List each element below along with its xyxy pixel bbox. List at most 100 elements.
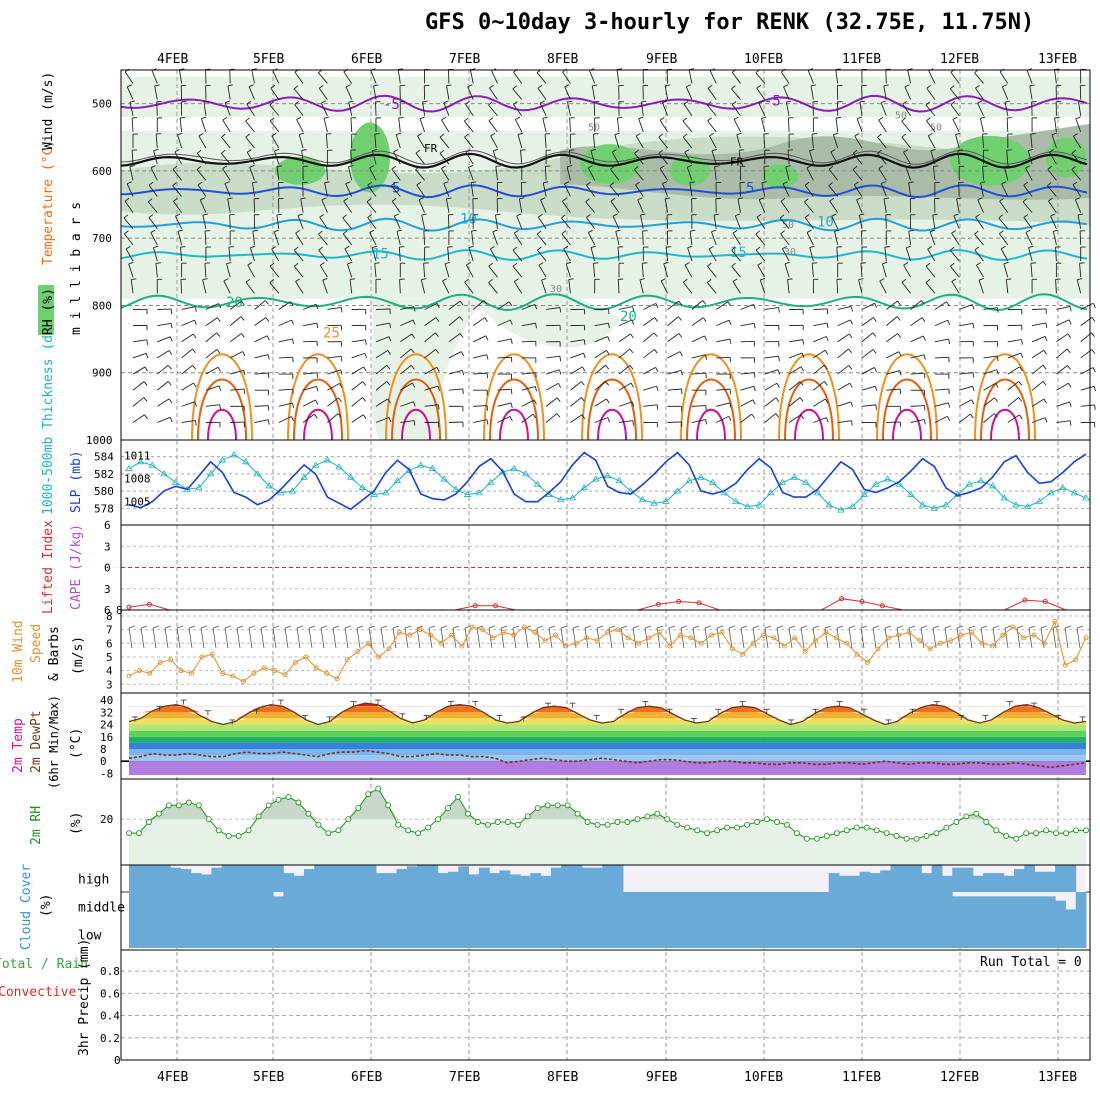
- thickness-point: [125, 464, 133, 472]
- wind-barb: [203, 101, 207, 116]
- surface-wind-barb: [152, 627, 157, 649]
- wind-barb: [1031, 349, 1045, 359]
- surface-wind-barb-flag: [536, 625, 544, 629]
- wind-barb-flag: [1091, 317, 1096, 322]
- wind-barb-flag: [659, 117, 665, 121]
- wind-barb: [249, 167, 255, 181]
- surface-wind-barb-flag: [1064, 625, 1072, 629]
- wind-barb: [617, 247, 620, 262]
- wind-barb-flag: [323, 116, 329, 119]
- wind-barb-flag: [563, 245, 569, 250]
- wind-barb: [448, 333, 461, 343]
- wind-barb-flag: [535, 323, 537, 329]
- wind-barb: [181, 333, 194, 343]
- wind-barb: [1077, 214, 1082, 229]
- thickness-point: [370, 490, 378, 497]
- wind-barb: [516, 215, 523, 229]
- wind-barb: [424, 303, 438, 310]
- cloud-bar: [149, 865, 161, 892]
- wind-barb: [955, 134, 960, 149]
- wind-barb: [784, 263, 790, 278]
- wind-barb: [610, 200, 620, 213]
- wind-barb: [828, 168, 839, 181]
- rh2m-point: [285, 793, 292, 800]
- wind-barb-flag: [761, 116, 767, 119]
- wind-barb-flag: [295, 230, 301, 234]
- cloud-bar: [643, 892, 655, 921]
- surface-wind-barb-flag: [944, 625, 952, 629]
- contour-35: [696, 408, 726, 441]
- wind-barb-flag: [490, 132, 496, 137]
- wind-barb-flag: [200, 197, 205, 201]
- thickness-point: [323, 456, 332, 463]
- contour-35: [892, 408, 922, 441]
- wind-barb-flag: [711, 229, 717, 233]
- wind-barb: [1056, 382, 1069, 391]
- wind-barb-flag: [467, 84, 473, 88]
- wind-point: [729, 646, 735, 652]
- cloud-bar: [972, 896, 984, 921]
- wind-barb: [132, 366, 146, 375]
- wind-barb: [858, 214, 863, 229]
- wind-barb-flag: [271, 246, 277, 250]
- wind-barb-flag: [226, 261, 232, 265]
- wind-barb-flag: [510, 402, 513, 408]
- cloud-bar: [880, 892, 891, 921]
- wind-barb-flag: [727, 301, 732, 307]
- rh2m-point: [534, 805, 541, 812]
- wind-barb: [813, 364, 825, 375]
- wind-barb-flag: [265, 317, 270, 322]
- wind-barb: [497, 301, 510, 310]
- wind-barb-flag: [660, 278, 666, 282]
- wind-point: [823, 629, 829, 635]
- wind-point: [355, 649, 361, 654]
- wind-barb-flag: [662, 100, 668, 104]
- wind-barb-flag: [922, 335, 926, 341]
- cloud-bar: [293, 892, 305, 921]
- wind-barb: [686, 166, 693, 181]
- surface-wind-barb: [860, 627, 865, 649]
- wind-barb-flag: [903, 262, 909, 266]
- wind-barb-flag: [800, 366, 805, 372]
- rh2m-point: [494, 819, 501, 825]
- wind-barb: [540, 199, 547, 213]
- wind-barb-flag: [436, 303, 440, 309]
- wind-barb-flag: [421, 278, 427, 281]
- thickness-point: [568, 494, 577, 501]
- wind-barb: [269, 265, 280, 278]
- wind-barb-flag: [154, 84, 160, 87]
- wind-barb-flag: [245, 278, 251, 283]
- wind-barb: [229, 351, 243, 359]
- wind-barb: [813, 417, 827, 423]
- wind-barb-flag: [583, 353, 586, 359]
- cloud-bar: [859, 921, 871, 948]
- wind-barb: [180, 247, 183, 262]
- rh-axis-label: RH (%): [41, 288, 56, 335]
- cloud-bar: [952, 921, 964, 948]
- wind-point: [365, 640, 371, 646]
- surface-wind-barb: [260, 627, 265, 649]
- wind-barb-flag: [340, 307, 343, 313]
- rh2m-point: [275, 796, 282, 803]
- wind-barb-flag: [509, 319, 513, 325]
- cloud-bar: [365, 921, 377, 948]
- wind-barb-flag: [1023, 181, 1028, 186]
- wind-point: [438, 640, 444, 646]
- thickness-point: [195, 483, 203, 491]
- surface-wind-barb-flag: [860, 625, 868, 629]
- surface-wind-barb-flag: [344, 625, 352, 629]
- wind-barb: [569, 117, 571, 132]
- wind-barb-flag: [581, 366, 586, 372]
- wind-barb-flag: [1019, 366, 1023, 372]
- thickness-point: [848, 502, 857, 510]
- wind-barb-flag: [197, 181, 203, 186]
- wind-barb: [302, 386, 317, 391]
- wind-point: [272, 668, 278, 674]
- wind-barb: [761, 118, 766, 132]
- thickness-point: [557, 495, 565, 503]
- wind-barb-flag: [848, 333, 853, 339]
- thickness-line: [128, 454, 1087, 511]
- thickness-point: [463, 490, 472, 497]
- wind-barb: [132, 339, 147, 343]
